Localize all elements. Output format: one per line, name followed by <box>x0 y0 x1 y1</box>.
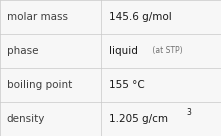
Text: 155 °C: 155 °C <box>109 80 145 90</box>
Text: (at STP): (at STP) <box>150 47 183 55</box>
Text: boiling point: boiling point <box>7 80 72 90</box>
Text: 145.6 g/mol: 145.6 g/mol <box>109 12 172 22</box>
Text: liquid: liquid <box>109 46 138 56</box>
Text: 1.205 g/cm: 1.205 g/cm <box>109 114 168 124</box>
Text: molar mass: molar mass <box>7 12 68 22</box>
Text: density: density <box>7 114 45 124</box>
Text: 3: 3 <box>187 108 192 117</box>
Text: phase: phase <box>7 46 38 56</box>
